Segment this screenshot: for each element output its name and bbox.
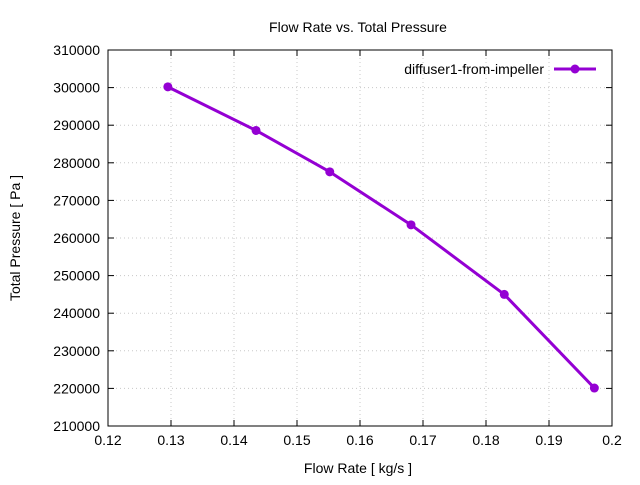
y-tick-label: 260000 (53, 230, 100, 246)
y-tick-label: 220000 (53, 380, 100, 396)
y-tick-label: 290000 (53, 117, 100, 133)
data-point (589, 383, 599, 393)
y-tick-label: 280000 (53, 155, 100, 171)
y-tick-label: 270000 (53, 192, 100, 208)
x-tick-label: 0.18 (472, 432, 499, 448)
legend: diffuser1-from-impeller (404, 61, 596, 77)
x-tick-label: 0.12 (94, 432, 121, 448)
data-point (325, 167, 335, 177)
series-group (163, 82, 599, 393)
y-tick-label: 300000 (53, 80, 100, 96)
data-point (406, 220, 416, 230)
y-tick-label: 240000 (53, 305, 100, 321)
y-axis-label: Total Pressure [ Pa ] (7, 175, 23, 301)
legend-label: diffuser1-from-impeller (404, 61, 544, 77)
legend-marker (570, 64, 580, 74)
y-tick-label: 250000 (53, 268, 100, 284)
data-point (163, 82, 173, 92)
x-tick-label: 0.13 (157, 432, 184, 448)
x-axis-label: Flow Rate [ kg/s ] (304, 460, 412, 476)
grid (108, 50, 612, 426)
x-tick-label: 0.14 (220, 432, 247, 448)
x-tick-label: 0.16 (346, 432, 373, 448)
x-tick-label: 0.15 (283, 432, 310, 448)
x-axis: 0.12 0.13 0.14 0.15 0.16 0.17 0.18 0.19 0.2 (94, 50, 622, 448)
series-line (167, 85, 596, 390)
x-tick-label: 0.2 (602, 432, 622, 448)
data-point (251, 125, 261, 135)
y-tick-label: 310000 (53, 42, 100, 58)
data-point (499, 289, 509, 299)
x-tick-label: 0.17 (409, 432, 436, 448)
y-tick-label: 210000 (53, 418, 100, 434)
y-axis: 210000 220000 230000 240000 250000 260000 2700… (53, 42, 612, 434)
y-tick-label: 230000 (53, 343, 100, 359)
chart-title: Flow Rate vs. Total Pressure (269, 19, 447, 35)
x-tick-label: 0.19 (535, 432, 562, 448)
